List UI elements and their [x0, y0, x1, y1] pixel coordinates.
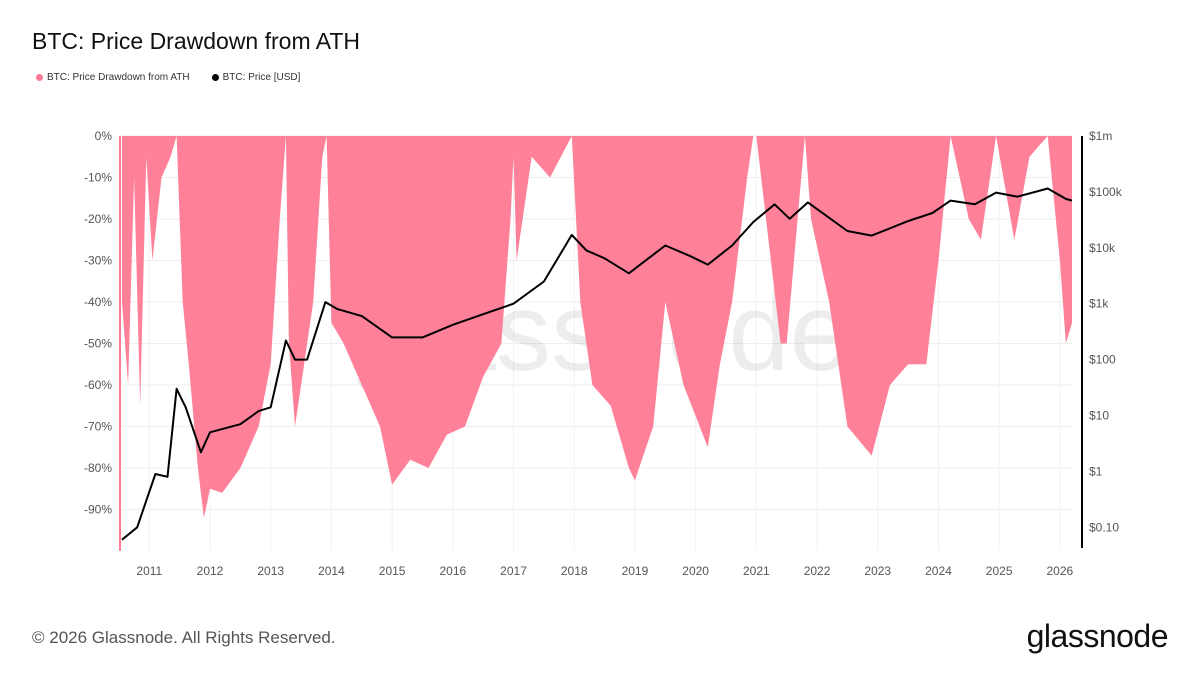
x-tick-label: 2023: [864, 564, 891, 578]
x-tick-label: 2024: [925, 564, 952, 578]
y-right-tick-label: $10k: [1089, 241, 1116, 255]
y-right-tick-label: $1: [1089, 464, 1103, 478]
y-right-tick-label: $10: [1089, 409, 1109, 423]
y-right-tick-label: $1m: [1089, 129, 1112, 143]
legend-dot-price: [211, 74, 219, 81]
y-left-tick-label: -80%: [84, 461, 112, 475]
glassnode-logo: glassnode: [1026, 618, 1169, 654]
y-right-tick-label: $100: [1089, 353, 1116, 367]
y-left-tick-label: -60%: [84, 378, 112, 392]
x-tick-label: 2012: [197, 564, 224, 578]
y-left-tick-label: 0%: [95, 129, 113, 143]
x-tick-label: 2026: [1047, 564, 1074, 578]
y-left-tick-label: -90%: [84, 503, 112, 517]
legend-item-drawdown[interactable]: BTC: Price Drawdown from ATH: [36, 72, 190, 83]
y-right-tick-label: $0.10: [1089, 520, 1119, 534]
drawdown-area: [122, 136, 1072, 518]
chart-title: BTC: Price Drawdown from ATH: [32, 28, 361, 54]
x-tick-label: 2022: [804, 564, 831, 578]
price-line: [121, 187, 1073, 541]
x-tick-label: 2018: [561, 564, 588, 578]
y-right-tick-label: $1k: [1089, 297, 1109, 311]
x-tick-label: 2017: [500, 564, 527, 578]
x-tick-label: 2020: [682, 564, 709, 578]
y-left-tick-label: -70%: [84, 420, 112, 434]
x-tick-label: 2019: [622, 564, 649, 578]
y-left-tick-label: -10%: [84, 171, 112, 185]
x-tick-label: 2025: [986, 564, 1013, 578]
x-tick-label: 2021: [743, 564, 770, 578]
x-tick-label: 2011: [136, 564, 162, 578]
legend-label-drawdown: BTC: Price Drawdown from ATH: [47, 72, 190, 83]
x-tick-label: 2014: [318, 564, 345, 578]
copyright: © 2026 Glassnode. All Rights Reserved.: [32, 628, 336, 647]
x-tick-label: 2016: [439, 564, 466, 578]
y-right-tick-label: $100k: [1089, 185, 1123, 199]
x-tick-label: 2015: [379, 564, 406, 578]
y-left-tick-label: -20%: [84, 212, 112, 226]
legend: BTC: Price Drawdown from ATH BTC: Price …: [36, 72, 300, 83]
legend-label-price: BTC: Price [USD]: [222, 72, 301, 83]
x-tick-label: 2013: [257, 564, 284, 578]
y-left-tick-label: -30%: [84, 254, 112, 268]
y-left-tick-label: -50%: [84, 337, 112, 351]
legend-item-price[interactable]: BTC: Price [USD]: [211, 72, 301, 83]
legend-dot-drawdown: [36, 74, 43, 81]
y-left-tick-label: -40%: [84, 295, 112, 309]
